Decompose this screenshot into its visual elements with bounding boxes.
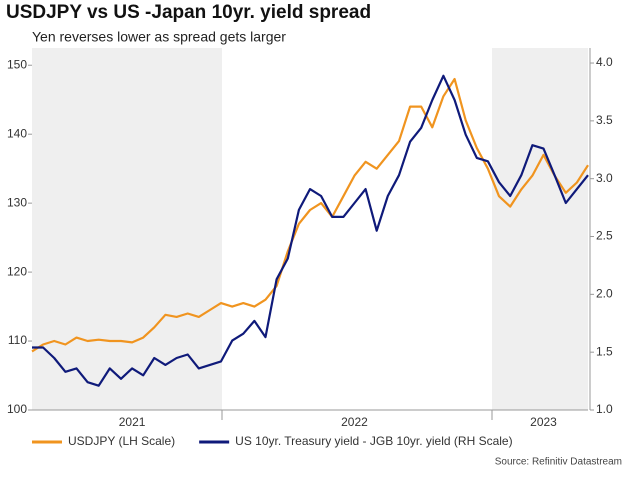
y-tick-label: 100 xyxy=(7,402,27,416)
y2-tick-label: 2.0 xyxy=(596,287,613,301)
y2-tick-label: 1.5 xyxy=(596,344,613,358)
chart-title: USDJPY vs US -Japan 10yr. yield spread xyxy=(6,2,371,23)
y-tick-label: 140 xyxy=(7,126,27,140)
x-tick-label: 2023 xyxy=(530,415,557,429)
shaded-period xyxy=(32,48,222,410)
y2-tick-label: 3.5 xyxy=(596,113,613,127)
y2-tick-label: 4.0 xyxy=(596,55,613,69)
y-tick-label: 150 xyxy=(7,57,27,71)
series-line xyxy=(32,74,589,387)
series-line xyxy=(31,77,589,353)
y-tick-label: 120 xyxy=(7,264,27,278)
x-tick-label: 2021 xyxy=(119,415,146,429)
source: Source: Refinitiv Datastream xyxy=(495,457,622,468)
chart-subtitle: Yen reverses lower as spread gets larger xyxy=(32,29,286,45)
y2-tick-label: 1.0 xyxy=(596,402,613,416)
legend-label: USDJPY (LH Scale) xyxy=(68,434,175,448)
y2-tick-label: 2.5 xyxy=(596,229,613,243)
y2-tick-label: 3.0 xyxy=(596,171,613,185)
shaded-period xyxy=(492,48,588,410)
y-tick-label: 130 xyxy=(7,195,27,209)
legend-label: US 10yr. Treasury yield - JGB 10yr. yiel… xyxy=(235,434,512,448)
x-tick-label: 2022 xyxy=(341,415,368,429)
y-tick-label: 110 xyxy=(8,333,27,347)
